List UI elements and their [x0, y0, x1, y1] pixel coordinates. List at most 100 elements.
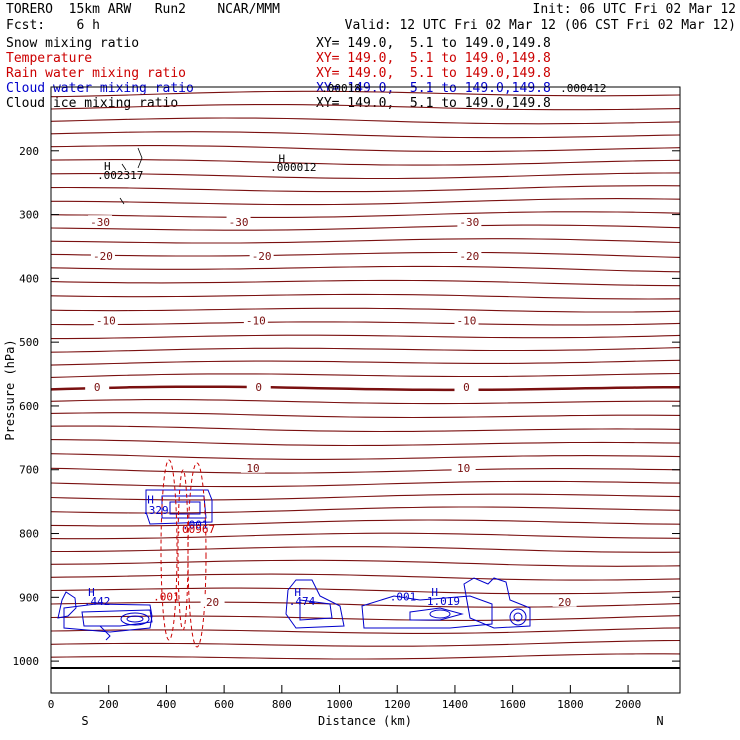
isotherm-line	[50, 559, 681, 567]
max-value-label: .000012	[270, 161, 316, 174]
max-value-label: .00018	[321, 82, 361, 95]
y-tick-label: 1000	[13, 655, 40, 668]
isotherm-line	[50, 653, 681, 660]
max-value-label: .442	[84, 595, 111, 608]
isotherm-label-bg	[457, 215, 482, 228]
cloud-contour	[361, 595, 493, 629]
isotherm-label: -30	[459, 216, 479, 229]
max-marker: H	[294, 586, 301, 599]
cloud-contour	[57, 591, 77, 619]
y-tick-label: 200	[19, 145, 39, 158]
max-value-label: .001	[390, 591, 417, 604]
isotherm-line	[50, 145, 681, 153]
max-value-label: .000412	[560, 82, 606, 95]
x-tick-label: 1800	[557, 698, 584, 711]
legend-rain-xy: XY= 149.0, 5.1 to 149.0,149.8	[316, 66, 551, 81]
end-label-north: N	[656, 714, 663, 728]
isotherm-label-bg	[451, 460, 476, 473]
isotherm-label-bg	[93, 313, 118, 326]
isotherm-label-bg	[200, 594, 225, 607]
x-tick-label: 0	[48, 698, 55, 711]
x-tick-label: 1600	[499, 698, 526, 711]
isotherm-line	[50, 251, 681, 258]
isotherm-label: 10	[246, 462, 259, 475]
isotherm-line	[50, 532, 681, 540]
isotherm-label-bg	[552, 594, 577, 607]
isotherm-line	[50, 159, 681, 166]
x-tick-label: 600	[214, 698, 234, 711]
y-tick-label: 800	[19, 528, 39, 541]
max-marker: H	[279, 152, 286, 165]
rain-water-contours	[160, 459, 207, 648]
rain-contour	[160, 459, 178, 641]
y-tick-label: 700	[19, 464, 39, 477]
max-marker: H	[431, 586, 438, 599]
max-value-label: .001	[153, 591, 180, 604]
isotherm-line	[50, 493, 681, 501]
isotherm-label: -10	[246, 314, 266, 327]
isotherm-label: -10	[96, 314, 116, 327]
legend-cloud-water-xy: XY= 149.0, 5.1 to 149.0,149.8	[316, 81, 551, 96]
isotherm-label-bg	[88, 215, 113, 228]
isotherm-label: 20	[558, 596, 571, 609]
isotherm-label-bg	[454, 313, 479, 326]
x-tick-label: 800	[272, 698, 292, 711]
isotherm-line	[50, 587, 681, 595]
isotherm-label-bg	[240, 460, 265, 473]
isotherm-line	[50, 519, 681, 527]
isotherm-lines	[50, 90, 681, 660]
y-tick-label: 600	[19, 400, 39, 413]
isotherm-label-bg	[243, 313, 268, 326]
isotherm-label: -20	[459, 250, 479, 263]
cloud-contour	[409, 607, 464, 621]
isotherm-line	[50, 480, 681, 488]
x-tick-label: 1000	[326, 698, 353, 711]
max-value-label: .001	[182, 518, 209, 531]
y-tick-label: 900	[19, 591, 39, 604]
isotherm-label-bg	[454, 379, 479, 392]
y-axis-title: Pressure (hPa)	[3, 339, 17, 440]
x-tick-label: 1200	[384, 698, 411, 711]
isotherm-line	[50, 615, 681, 621]
isotherm-line	[50, 279, 681, 287]
x-tick-label: 200	[99, 698, 119, 711]
legend-snow: Snow mixing ratio	[6, 36, 140, 51]
isotherm-line	[50, 131, 681, 139]
legend-temperature-xy: XY= 149.0, 5.1 to 149.0,149.8	[316, 51, 551, 66]
cloud-contour	[299, 599, 333, 621]
init-time: Init: 06 UTC Fri 02 Mar 12	[532, 2, 737, 17]
cloud-contour	[120, 612, 150, 626]
isotherm-label: -30	[90, 216, 110, 229]
isotherm-line	[50, 399, 681, 405]
isotherm-line	[50, 385, 681, 392]
max-marker: H	[88, 586, 95, 599]
x-tick-label: 400	[156, 698, 176, 711]
isotherm-label-bg	[246, 379, 271, 392]
isotherm-label: -10	[457, 314, 477, 327]
rain-contour	[187, 462, 207, 648]
isotherm-line	[50, 573, 681, 581]
cloud-contour	[81, 609, 153, 627]
isotherm-line	[50, 425, 681, 433]
plot-annotations: -30 -30 -30 -20 -20 -20 -10 -10 -10 0 0 0 10 10 20 20 H.…	[84, 82, 607, 609]
isotherm-label-bg	[226, 215, 251, 228]
legend-snow-xy: XY= 149.0, 5.1 to 149.0,149.8	[316, 36, 551, 51]
y-tick-label: 400	[19, 272, 39, 285]
cloud-contour	[63, 603, 153, 633]
cloud-contour	[126, 615, 144, 623]
forecast-hour: Fcst: 6 h	[6, 18, 100, 33]
x-axis-title: Distance (km)	[318, 714, 412, 728]
cloud-contour	[513, 612, 523, 622]
cloud-contour	[169, 501, 201, 515]
isotherm-label: 0	[255, 381, 262, 394]
run-title: TORERO 15km ARW Run2 NCAR/MMM	[6, 2, 280, 17]
isotherm-line	[50, 307, 681, 313]
snow-contours	[119, 147, 143, 205]
isotherm-line	[50, 90, 681, 98]
isotherm-line	[50, 211, 681, 218]
isotherm-label-bg	[457, 249, 482, 262]
isotherm-label: -20	[252, 250, 272, 263]
isotherm-line	[50, 104, 681, 111]
cloud-contour	[509, 608, 527, 626]
